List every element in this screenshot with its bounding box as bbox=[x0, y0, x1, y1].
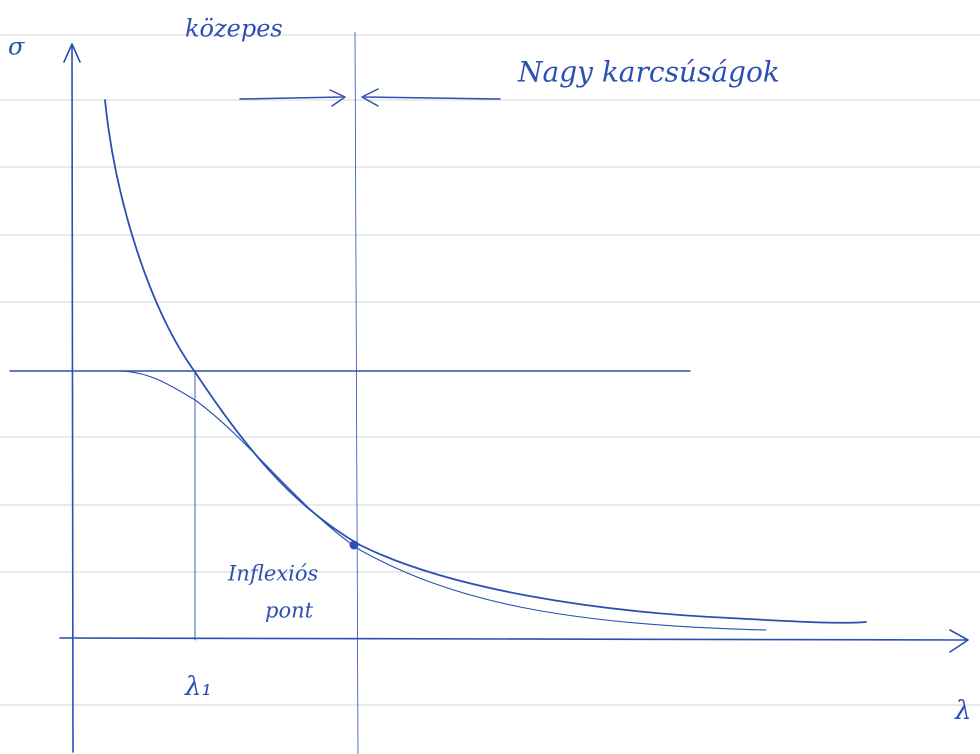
x-axis-label: λ bbox=[954, 696, 971, 726]
axes bbox=[60, 44, 968, 752]
inflection-label: Inflexiós bbox=[227, 562, 318, 586]
y-axis-label: σ bbox=[8, 33, 25, 61]
lambda1-label: λ₁ bbox=[184, 672, 212, 702]
inflection-point bbox=[350, 541, 359, 550]
curves bbox=[105, 100, 866, 630]
arrows bbox=[240, 89, 500, 106]
sketch: σ λ λ₁ közepes Nagy karcsúságok Inflexió… bbox=[0, 0, 980, 754]
medium-label: közepes bbox=[185, 15, 283, 43]
inflection-label: pont bbox=[265, 599, 314, 623]
ruled-lines bbox=[0, 35, 980, 705]
large-slenderness-label: Nagy karcsúságok bbox=[517, 56, 780, 89]
guide-lines bbox=[10, 32, 690, 754]
